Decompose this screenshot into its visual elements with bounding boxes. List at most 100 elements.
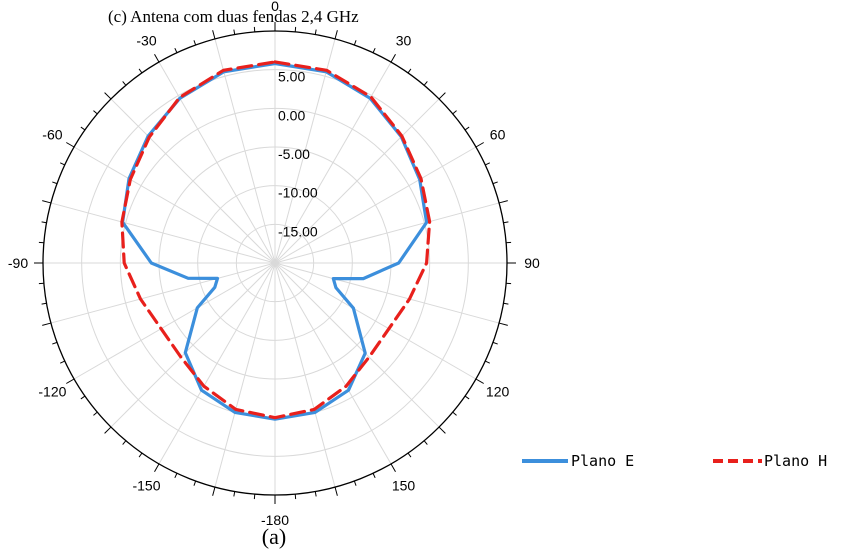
- angle-tick: [485, 360, 491, 364]
- angle-tick: [104, 426, 112, 434]
- angle-tick: [475, 378, 484, 384]
- radial-label: -10.00: [278, 185, 318, 201]
- angle-tick: [52, 341, 58, 345]
- angle-tick: [41, 302, 47, 305]
- angle-tick: [372, 473, 376, 479]
- angle-tick: [314, 29, 317, 35]
- angle-tick: [41, 221, 47, 224]
- grid-spoke: [274, 262, 336, 488]
- angle-tick: [42, 200, 52, 204]
- grid-spoke: [274, 146, 477, 264]
- angle-tick: [59, 162, 65, 166]
- angle-tick: [93, 411, 98, 416]
- angle-tick: [423, 440, 428, 445]
- grid-spoke: [73, 262, 276, 380]
- grid-spoke: [110, 98, 276, 264]
- angle-tick: [52, 181, 58, 185]
- angle-tick: [212, 486, 216, 496]
- angle-label: -150: [132, 478, 160, 494]
- angle-tick: [390, 463, 396, 472]
- angle-tick: [438, 426, 446, 434]
- grid-spoke: [274, 262, 477, 380]
- angle-tick: [334, 30, 338, 40]
- angle-tick: [193, 40, 197, 46]
- grid-spoke: [274, 98, 440, 264]
- angle-tick: [353, 480, 357, 486]
- angle-tick: [372, 47, 376, 53]
- angle-tick: [233, 29, 236, 35]
- angle-label: -180: [261, 512, 289, 528]
- angle-tick: [464, 395, 470, 400]
- legend: Plano E Plano H: [522, 452, 827, 470]
- radial-label: -5.00: [278, 146, 310, 162]
- angle-tick: [492, 181, 498, 185]
- angle-tick: [492, 341, 498, 345]
- grid-spoke: [73, 146, 276, 264]
- grid-spoke: [158, 262, 276, 465]
- angle-tick: [80, 126, 86, 131]
- grid-spoke: [274, 61, 392, 264]
- grid-spoke: [274, 38, 336, 264]
- angle-tick: [452, 110, 457, 115]
- grid-spoke: [158, 61, 276, 264]
- angle-label: -90: [8, 255, 28, 271]
- angle-tick: [334, 486, 338, 496]
- angle-label: 150: [392, 478, 416, 494]
- angle-tick: [122, 440, 127, 445]
- grid-spoke: [274, 262, 500, 324]
- angle-label: -60: [42, 127, 62, 143]
- angle-label: -120: [38, 384, 66, 400]
- grid-spoke: [274, 262, 392, 465]
- angle-tick: [498, 322, 508, 326]
- angle-tick: [66, 378, 75, 384]
- polar-grid: [43, 31, 507, 495]
- radial-label: 0.00: [278, 107, 305, 123]
- angle-label: -30: [136, 32, 156, 48]
- angle-tick: [353, 40, 357, 46]
- angle-tick: [154, 463, 160, 472]
- angle-tick: [42, 322, 52, 326]
- grid-spoke: [110, 262, 276, 428]
- angle-ticks: [34, 22, 516, 504]
- angle-tick: [464, 126, 470, 131]
- angle-tick: [66, 142, 75, 148]
- radial-label: -15.00: [278, 223, 318, 239]
- angle-tick: [138, 452, 143, 458]
- angle-label: 30: [396, 32, 412, 48]
- grid-spoke: [274, 202, 500, 264]
- angle-tick: [80, 395, 86, 400]
- angle-label: 120: [486, 384, 510, 400]
- angle-tick: [93, 110, 98, 115]
- angle-tick: [407, 452, 412, 458]
- angle-tick: [154, 54, 160, 63]
- angle-tick: [485, 162, 491, 166]
- chart-caption: (a): [262, 524, 286, 549]
- angle-tick: [138, 68, 143, 74]
- angle-tick: [407, 68, 412, 74]
- angle-tick: [104, 92, 112, 100]
- angle-tick: [390, 54, 396, 63]
- legend-label-plano-e: Plano E: [571, 452, 634, 470]
- legend-item-plano-h: Plano H: [713, 452, 827, 470]
- grid-spoke: [214, 262, 276, 488]
- grid-spoke: [214, 38, 276, 264]
- angle-tick: [314, 491, 317, 497]
- grid-spoke: [50, 202, 276, 264]
- angle-tick: [423, 81, 428, 86]
- angle-tick: [193, 480, 197, 486]
- angle-tick: [438, 92, 446, 100]
- grid-spoke: [50, 262, 276, 324]
- legend-label-plano-h: Plano H: [764, 452, 827, 470]
- angle-label: 90: [524, 255, 540, 271]
- chart-title: (c) Antena com duas fendas 2,4 GHz: [108, 7, 359, 26]
- angle-tick: [452, 411, 457, 416]
- series-line-plano-h: [120, 60, 432, 420]
- angle-tick: [503, 221, 509, 224]
- axis-labels: 0 30 60 90 120 150 -180 -150 -120 -90 -60 -30 5.00 0.…: [8, 0, 540, 528]
- angle-tick: [174, 47, 178, 53]
- legend-item-plano-e: Plano E: [522, 452, 634, 470]
- angle-label: 0: [271, 0, 279, 14]
- angle-label: 60: [490, 127, 506, 143]
- radial-label: 5.00: [278, 69, 305, 85]
